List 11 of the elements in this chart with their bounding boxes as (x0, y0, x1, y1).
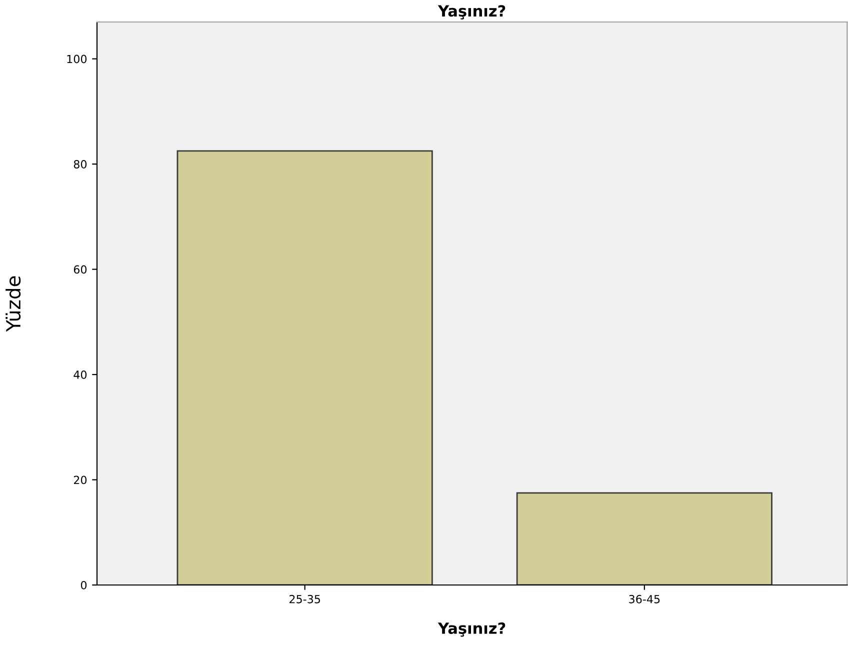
x-axis-title: Yaşınız? (438, 622, 506, 637)
y-tick-label: 80 (74, 160, 87, 168)
y-tick-label: 40 (74, 370, 87, 379)
y-axis-title: Yüzde (6, 276, 21, 332)
y-tick-label: 100 (67, 54, 87, 64)
y-tick-label: 0 (80, 580, 87, 590)
chart-title: Yaşınız? (438, 5, 506, 20)
x-tick-label: 36-45 (629, 594, 660, 604)
x-tick-label: 25-35 (290, 594, 320, 604)
y-tick-label: 20 (74, 476, 87, 484)
y-tick-label: 60 (74, 265, 87, 274)
